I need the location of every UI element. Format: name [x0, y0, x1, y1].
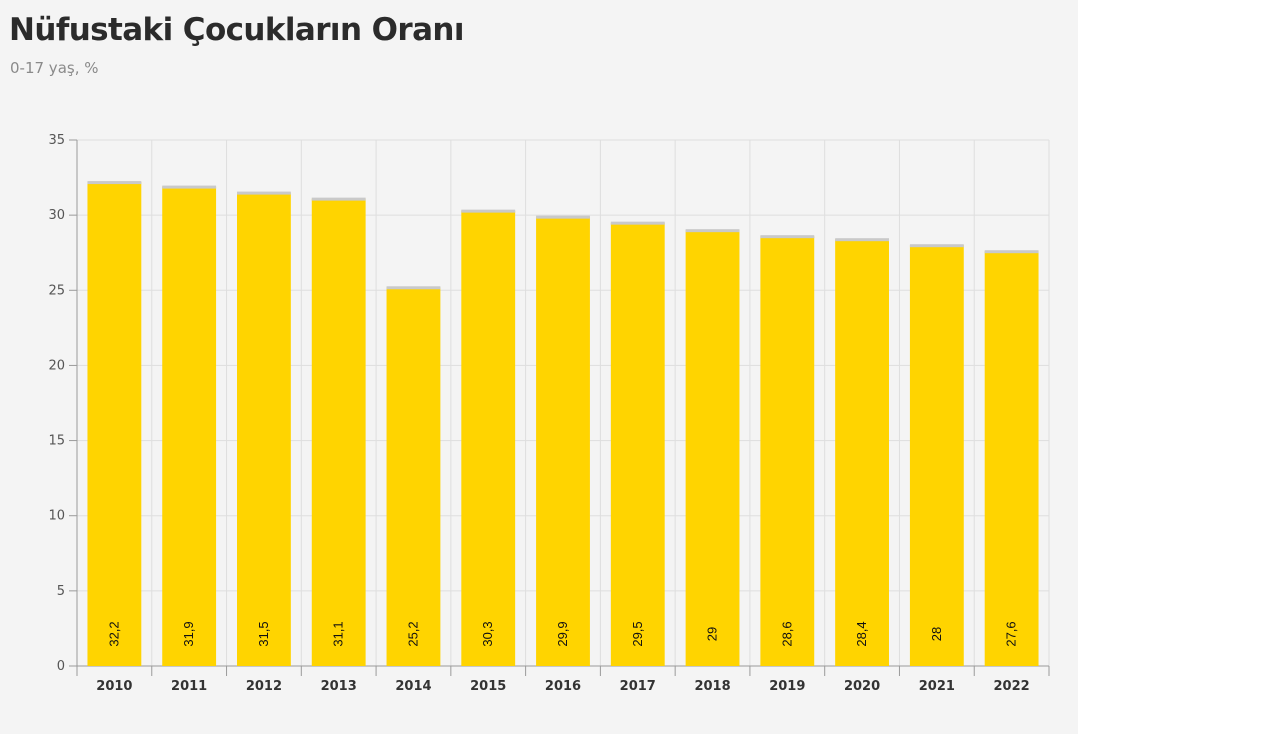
y-tick-label: 10	[48, 509, 65, 524]
bar-top-2016	[536, 215, 590, 219]
y-tick-label: 25	[48, 283, 65, 298]
chart-title: Nüfustaki Çocukların Oranı	[9, 12, 464, 48]
bar-top-2014	[386, 286, 441, 290]
y-tick-label: 30	[48, 208, 65, 223]
bar-chart: 0 5 10 15 20 25 30 35 32,2 2010 31,9 2011 31,5 2012 31…	[48, 133, 1050, 694]
bar-top-2013	[311, 197, 366, 201]
bar-top-2017	[610, 221, 665, 225]
bar-top-2021	[909, 244, 964, 248]
data-label: 25,2	[405, 621, 420, 646]
y-tick-label: 15	[48, 434, 65, 449]
bar-2019	[760, 236, 815, 666]
y-tick-label: 20	[48, 358, 65, 373]
data-label: 30,3	[480, 621, 495, 646]
chart-subtitle: 0-17 yaş, %	[10, 59, 99, 77]
data-label: 29,5	[630, 621, 645, 646]
data-label: 29	[705, 627, 720, 641]
data-label: 31,5	[256, 621, 271, 646]
bar-2010	[87, 182, 142, 666]
bar-top-2020	[835, 238, 889, 242]
x-tick-label: 2013	[321, 679, 357, 694]
x-tick-label: 2010	[96, 679, 132, 694]
data-label: 28	[929, 627, 944, 641]
x-tick-label: 2014	[395, 679, 431, 694]
x-tick-label: 2022	[994, 679, 1030, 694]
y-tick-label: 5	[57, 584, 65, 599]
data-label: 31,9	[181, 621, 196, 646]
data-label: 28,4	[854, 621, 869, 646]
bar-2011	[162, 186, 217, 667]
x-tick-label: 2012	[246, 679, 282, 694]
bar-2015	[461, 210, 516, 667]
x-tick-label: 2017	[620, 679, 656, 694]
bar-2021	[909, 245, 964, 666]
data-label: 31,1	[331, 621, 346, 646]
bar-2017	[610, 222, 665, 666]
bar-top-2018	[685, 229, 740, 233]
bar-top-2022	[984, 250, 1039, 254]
x-tick-label: 2015	[470, 679, 506, 694]
bar-top-2019	[760, 235, 815, 239]
x-tick-label: 2020	[844, 679, 880, 694]
y-tick-label: 0	[57, 659, 65, 674]
data-label: 27,6	[1004, 621, 1019, 646]
bar-2013	[311, 198, 366, 666]
x-tick-label: 2019	[769, 679, 805, 694]
x-tick-label: 2018	[694, 679, 730, 694]
data-label: 32,2	[106, 621, 121, 646]
bar-top-2012	[237, 191, 291, 195]
x-tick-label: 2011	[171, 679, 207, 694]
bar-2012	[237, 192, 291, 666]
bar-top-2015	[461, 209, 516, 213]
x-tick-label: 2021	[919, 679, 955, 694]
data-label: 29,9	[555, 621, 570, 646]
bar-2022	[984, 251, 1039, 666]
x-tick-label: 2016	[545, 679, 581, 694]
bar-top-2011	[162, 185, 217, 189]
bar-2020	[835, 239, 889, 666]
bar-2014	[386, 287, 441, 666]
y-tick-label: 35	[48, 133, 65, 148]
bar-top-2010	[87, 181, 142, 185]
bar-2018	[685, 230, 740, 666]
data-label: 28,6	[779, 621, 794, 646]
bar-2016	[536, 216, 590, 666]
